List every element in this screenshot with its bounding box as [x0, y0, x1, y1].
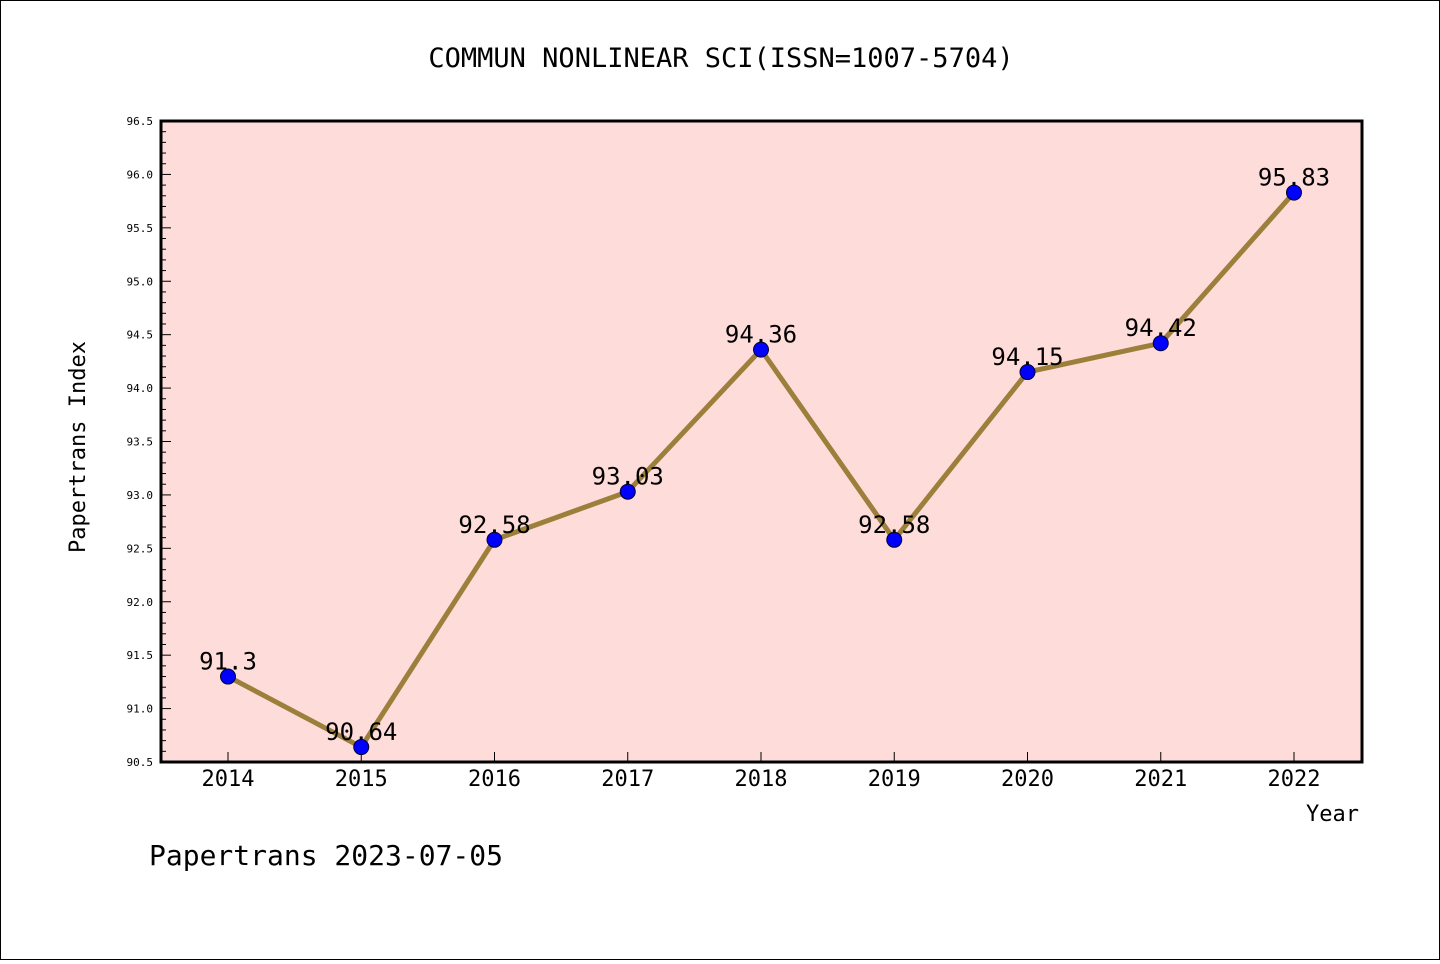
y-tick-label: 95.5 [127, 222, 154, 235]
y-tick-label: 91.0 [127, 703, 154, 716]
x-tick-label: 2019 [868, 767, 921, 792]
x-tick-label: 2018 [735, 767, 788, 792]
y-tick-label: 94.0 [127, 382, 154, 395]
data-point [353, 739, 370, 756]
footer-text: Papertrans 2023-07-05 [149, 839, 503, 872]
y-tick-label: 90.5 [127, 756, 154, 769]
data-point [220, 668, 236, 685]
y-axis: 90.5 91.0 91.5 92.0 92.5 93.0 93.5 94.0 94.5 95.0… [127, 115, 171, 769]
y-tick-label: 94.5 [127, 329, 154, 342]
data-label: 93.03 [592, 463, 664, 491]
y-tick-label: 95.0 [127, 275, 154, 288]
x-tick-label: 2021 [1134, 767, 1187, 792]
x-tick-label: 2016 [468, 767, 521, 792]
data-label: 94.15 [991, 343, 1063, 371]
y-tick-label: 92.0 [127, 596, 154, 609]
data-label: 95.83 [1258, 164, 1330, 192]
data-label: 94.42 [1125, 314, 1197, 342]
data-point [886, 531, 903, 548]
plot-area [159, 119, 1364, 764]
y-tick-label: 93.0 [127, 489, 154, 502]
data-point [486, 531, 503, 548]
y-tick-label: 96.5 [127, 115, 154, 128]
chart-title: COMMUN NONLINEAR SCI(ISSN=1007-5704) [428, 43, 1013, 74]
series-papertrans-index [220, 184, 1302, 756]
x-tick-label: 2017 [601, 767, 654, 792]
y-tick-label: 96.0 [127, 168, 154, 181]
data-label: 91.3 [199, 648, 257, 676]
x-tick-label: 2022 [1268, 767, 1321, 792]
y-tick-label: 91.5 [127, 649, 154, 662]
x-axis: 2014 2015 2016 2017 2018 2019 2020 2021 2022 [202, 752, 1321, 792]
x-tick-label: 2020 [1001, 767, 1054, 792]
y-axis-label: Papertrans Index [66, 341, 91, 553]
data-point [1019, 364, 1036, 381]
data-labels: 91.3 90.64 92.58 93.03 94.36 92.58 94.15 94.42 9… [199, 164, 1330, 746]
x-axis-label: Year [1306, 802, 1359, 827]
y-tick-label: 92.5 [127, 542, 154, 555]
data-label: 92.58 [458, 511, 530, 539]
data-point [1286, 184, 1302, 201]
data-point [1152, 335, 1169, 352]
data-point [753, 341, 769, 358]
data-label: 92.58 [858, 511, 930, 539]
data-label: 90.64 [325, 718, 397, 746]
data-point [619, 483, 636, 500]
x-tick-label: 2014 [202, 767, 255, 792]
data-label: 94.36 [725, 321, 797, 349]
x-tick-label: 2015 [335, 767, 388, 792]
y-tick-label: 93.5 [127, 436, 154, 449]
